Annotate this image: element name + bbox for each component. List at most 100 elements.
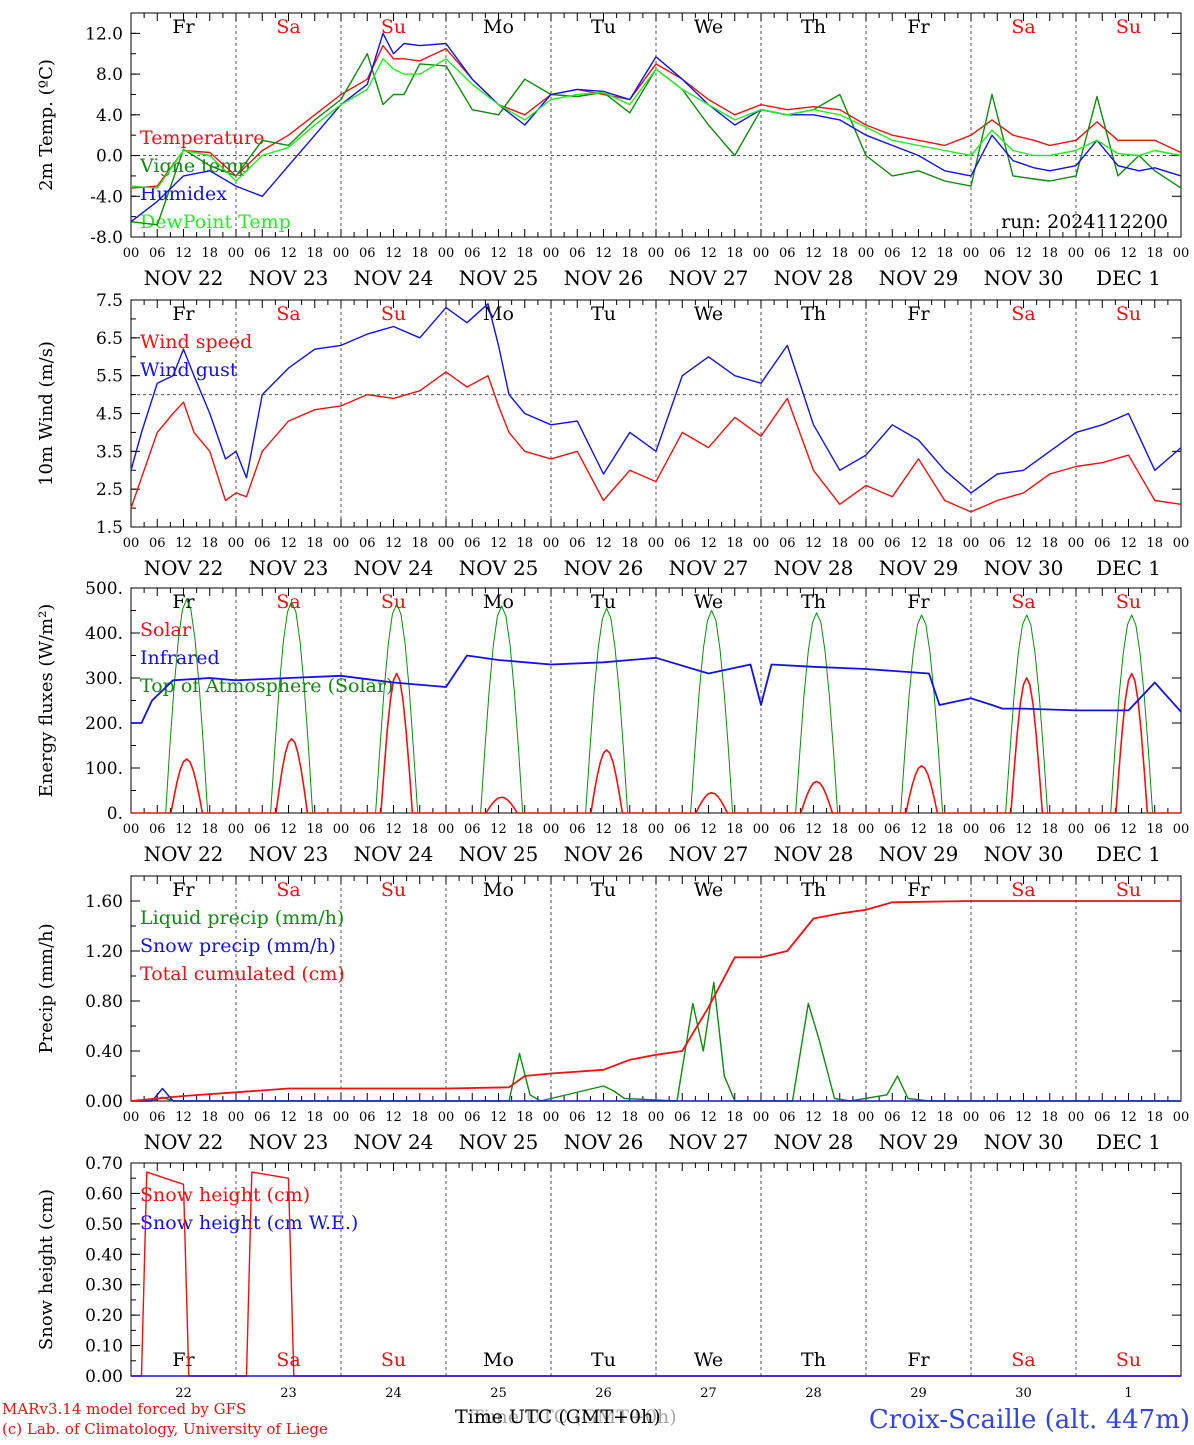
hour-tick-label: 12	[385, 822, 402, 837]
day-name-label: Th	[801, 16, 826, 38]
hour-tick-label: 06	[779, 246, 796, 261]
y-tick-label: 0.00	[85, 1367, 123, 1387]
day-name-label: Th	[801, 879, 826, 901]
y-tick-label: 500.	[85, 579, 123, 599]
y-tick-label: 0.60	[85, 1184, 123, 1204]
hour-tick-label: 00	[123, 246, 140, 261]
hour-tick-label: 18	[936, 246, 953, 261]
hour-tick-label: 12	[805, 822, 822, 837]
hour-tick-label: 00	[858, 536, 875, 551]
hour-tick-label: 06	[674, 822, 691, 837]
y-tick-label: 8.0	[96, 65, 123, 85]
date-label: NOV 27	[669, 842, 749, 866]
hour-tick-label: 00	[228, 822, 245, 837]
hour-tick-label: 06	[884, 536, 901, 551]
y-tick-label: 0.00	[85, 1092, 123, 1112]
hour-tick-label: 12	[280, 246, 297, 261]
date-label: NOV 28	[774, 1130, 854, 1154]
hour-tick-label: 00	[753, 1110, 770, 1125]
hour-tick-label: 12	[700, 246, 717, 261]
y-tick-label: 4.5	[96, 405, 123, 425]
hour-tick-label: 00	[1173, 246, 1190, 261]
hour-tick-label: 00	[648, 536, 665, 551]
hour-tick-label: 00	[753, 822, 770, 837]
date-label: NOV 30	[984, 842, 1064, 866]
day-name-label: We	[694, 591, 723, 613]
hour-tick-label: 12	[700, 536, 717, 551]
date-label: NOV 29	[879, 266, 959, 290]
hour-tick-label: 06	[989, 536, 1006, 551]
hour-tick-label: 00	[753, 536, 770, 551]
hour-tick-label: 12	[280, 822, 297, 837]
hour-tick-label: 18	[201, 1110, 218, 1125]
hour-tick-label: 18	[306, 1110, 323, 1125]
hour-tick-label: 12	[805, 1110, 822, 1125]
y-tick-label: 0.30	[85, 1276, 123, 1296]
day-number-label: 1	[1124, 1386, 1132, 1401]
hour-tick-label: 12	[280, 536, 297, 551]
y-tick-label: 12.0	[85, 24, 123, 44]
day-name-label: Tu	[591, 303, 616, 325]
day-name-label: Sa	[1011, 16, 1035, 38]
date-label: DEC 1	[1096, 556, 1161, 580]
y-axis-label: Snow height (cm)	[36, 1189, 57, 1350]
legend-lightgreen: DewPoint Temp	[140, 211, 291, 233]
day-name-label: Th	[801, 1349, 826, 1371]
hour-tick-label: 12	[175, 822, 192, 837]
day-name-label: Sa	[276, 879, 300, 901]
hour-tick-label: 18	[831, 1110, 848, 1125]
hour-tick-label: 06	[1094, 536, 1111, 551]
hour-tick-label: 12	[805, 536, 822, 551]
day-number-label: 24	[385, 1386, 402, 1401]
y-tick-label: 0.70	[85, 1154, 123, 1174]
hour-tick-label: 00	[543, 822, 560, 837]
hour-tick-label: 18	[1146, 1110, 1163, 1125]
hour-tick-label: 18	[726, 1110, 743, 1125]
hour-tick-label: 06	[674, 536, 691, 551]
hour-tick-label: 06	[569, 822, 586, 837]
station-name: Croix-Scaille (alt. 447m)	[869, 1405, 1190, 1435]
legend-blue: Infrared	[140, 647, 220, 669]
day-name-label: Mo	[483, 1349, 514, 1371]
hour-tick-label: 06	[464, 822, 481, 837]
day-number-label: 30	[1015, 1386, 1032, 1401]
hour-tick-label: 18	[621, 246, 638, 261]
y-tick-label: 0.40	[85, 1042, 123, 1062]
hour-tick-label: 12	[1015, 822, 1032, 837]
hour-tick-label: 00	[543, 536, 560, 551]
hour-tick-label: 00	[1068, 1110, 1085, 1125]
day-name-label: We	[694, 1349, 723, 1371]
hour-tick-label: 00	[1068, 822, 1085, 837]
day-name-label: Mo	[483, 591, 514, 613]
hour-tick-label: 18	[831, 246, 848, 261]
date-label: NOV 23	[249, 556, 329, 580]
date-label: NOV 26	[564, 842, 644, 866]
date-label: NOV 25	[459, 842, 539, 866]
hour-tick-label: 12	[280, 1110, 297, 1125]
y-tick-label: 0.50	[85, 1215, 123, 1235]
hour-tick-label: 06	[254, 536, 271, 551]
hour-tick-label: 18	[306, 246, 323, 261]
y-tick-label: 1.20	[85, 942, 123, 962]
hour-tick-label: 18	[1041, 1110, 1058, 1125]
legend-red: Snow height (cm)	[140, 1184, 310, 1206]
hour-tick-label: 12	[175, 246, 192, 261]
day-name-label: Su	[381, 591, 406, 613]
hour-tick-label: 12	[910, 822, 927, 837]
hour-tick-label: 12	[490, 536, 507, 551]
day-name-label: Fr	[907, 303, 930, 325]
y-axis-label: 10m Wind (m/s)	[36, 341, 57, 486]
date-label: NOV 30	[984, 556, 1064, 580]
date-label: NOV 29	[879, 842, 959, 866]
hour-tick-label: 00	[753, 246, 770, 261]
hour-tick-label: 00	[333, 822, 350, 837]
hour-tick-label: 00	[1173, 822, 1190, 837]
day-name-label: Fr	[172, 303, 195, 325]
y-tick-label: 7.5	[96, 291, 123, 311]
legend-red: Solar	[140, 619, 192, 641]
hour-tick-label: 18	[936, 822, 953, 837]
day-name-label: We	[694, 879, 723, 901]
hour-tick-label: 12	[595, 1110, 612, 1125]
date-label: NOV 28	[774, 266, 854, 290]
hour-tick-label: 18	[411, 536, 428, 551]
